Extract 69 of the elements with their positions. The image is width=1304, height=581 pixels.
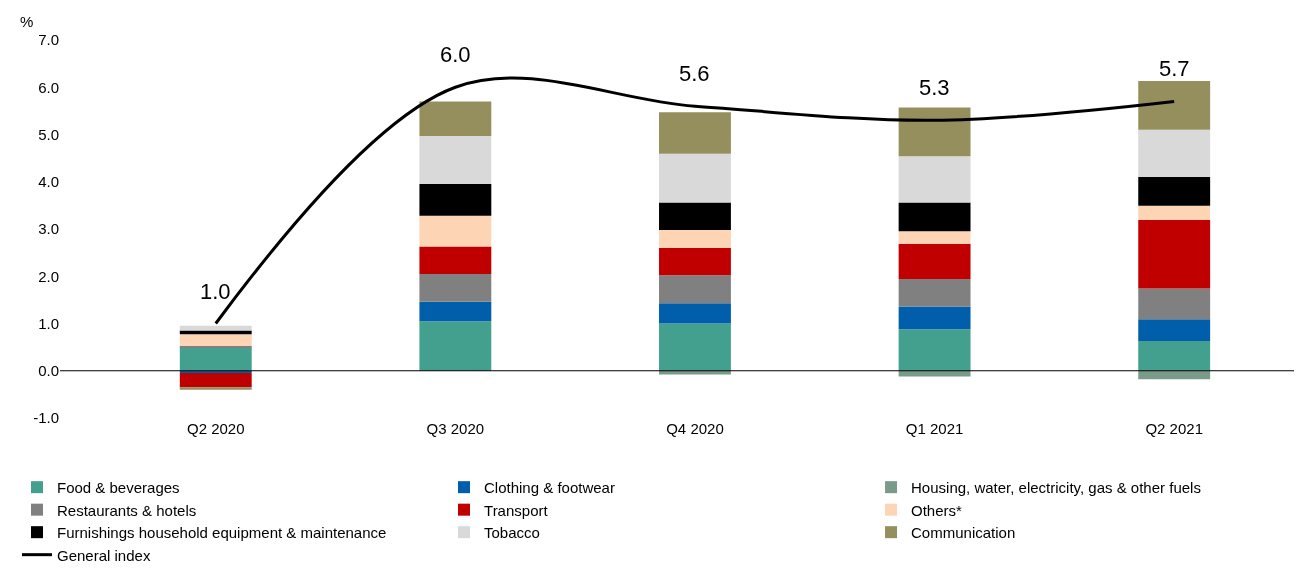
bar — [419, 101, 492, 136]
y-tick-label: -1.0 — [33, 409, 59, 427]
bar — [419, 273, 492, 302]
bar — [419, 184, 492, 216]
legend-label: Transport — [484, 501, 549, 519]
bar — [659, 303, 731, 324]
x-tick-label: Q3 2020 — [426, 420, 485, 437]
bar — [659, 275, 731, 304]
bar — [659, 202, 731, 230]
bar — [1138, 370, 1211, 380]
bar — [179, 387, 252, 390]
bar — [898, 231, 971, 244]
legend-label: Restaurants & hotels — [57, 501, 197, 519]
y-tick-label: 5.0 — [38, 125, 59, 143]
bar — [898, 202, 971, 232]
y-tick-label: 4.0 — [38, 173, 59, 190]
bar — [898, 156, 971, 203]
bar — [1138, 205, 1211, 221]
bar — [1138, 220, 1211, 289]
legend-label: Clothing & footwear — [484, 479, 615, 497]
data-label: 1.0 — [200, 279, 231, 304]
y-axis-title: % — [20, 13, 34, 30]
bar — [179, 373, 252, 388]
legend-label: Food & beverages — [57, 479, 180, 497]
bar — [1138, 319, 1211, 341]
bar — [659, 153, 731, 203]
bar — [419, 246, 492, 274]
bar — [179, 347, 252, 371]
bar — [898, 329, 971, 371]
legend-label: Tobacco — [484, 524, 540, 542]
bar — [898, 279, 971, 307]
legend-label: General index — [57, 546, 151, 564]
bar — [659, 247, 731, 276]
bar — [179, 334, 252, 346]
bar — [659, 370, 731, 375]
data-label: 6.0 — [440, 42, 471, 67]
bar — [659, 112, 731, 154]
bar — [659, 323, 731, 371]
x-tick-label: Q2 2020 — [186, 420, 245, 437]
y-tick-label: 1.0 — [38, 314, 59, 332]
legend-label: Housing, water, electricity, gas & other fuels — [911, 479, 1201, 497]
x-tick-label: Q4 2020 — [666, 420, 724, 437]
bar — [419, 215, 492, 247]
legend-label: Communication — [911, 524, 1016, 542]
y-tick-label: 3.0 — [38, 220, 59, 238]
data-label: 5.3 — [919, 75, 950, 100]
bar — [898, 107, 971, 157]
y-tick-label: 6.0 — [38, 78, 59, 96]
legend-label: Others* — [911, 501, 963, 519]
x-tick-label: Q2 2021 — [1145, 420, 1203, 437]
data-label: 5.7 — [1159, 56, 1190, 81]
y-tick-label: 0.0 — [38, 362, 59, 379]
y-tick-label: 7.0 — [38, 31, 59, 49]
bar — [1138, 129, 1211, 178]
data-label: 5.6 — [679, 61, 710, 86]
y-tick-label: 2.0 — [38, 267, 59, 285]
bar — [659, 229, 731, 248]
bar — [898, 306, 971, 330]
bar — [1138, 177, 1211, 206]
bar — [1138, 288, 1211, 320]
bar — [898, 243, 971, 280]
bar — [419, 301, 492, 322]
x-tick-label: Q1 2021 — [905, 420, 964, 437]
legend-label: Furnishings household equipment & maintenance — [57, 524, 387, 542]
bar — [419, 135, 492, 185]
bar — [1138, 81, 1211, 130]
bar — [419, 321, 492, 371]
bar — [1138, 340, 1211, 371]
bar — [179, 325, 252, 331]
